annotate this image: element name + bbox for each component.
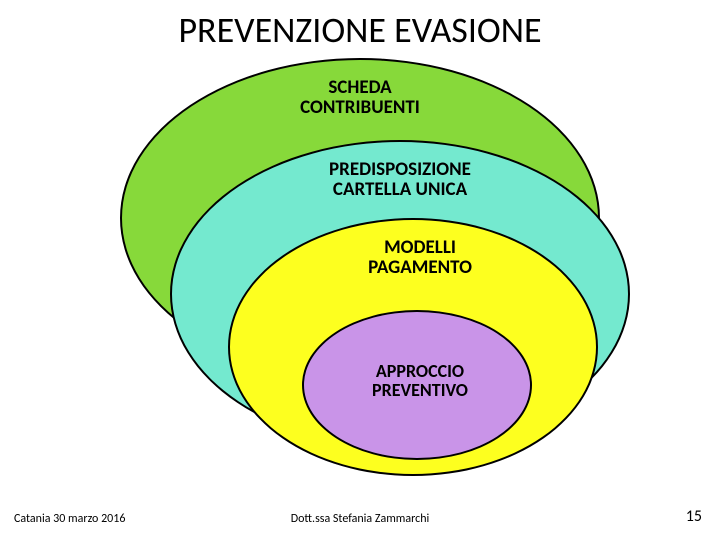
page-title: PREVENZIONE EVASIONE (0, 8, 720, 52)
ellipse-label-inner: APPROCCIO PREVENTIVO (335, 362, 505, 400)
ellipse-label-outer: SCHEDA CONTRIBUENTI (250, 78, 470, 118)
footer-author: Dott.ssa Stefania Zammarchi (0, 512, 720, 526)
page-number: 15 (686, 507, 702, 526)
ellipse-label-second: PREDISPOSIZIONE CARTELLA UNICA (290, 160, 510, 200)
ellipse-label-third: MODELLI PAGAMENTO (330, 238, 510, 278)
